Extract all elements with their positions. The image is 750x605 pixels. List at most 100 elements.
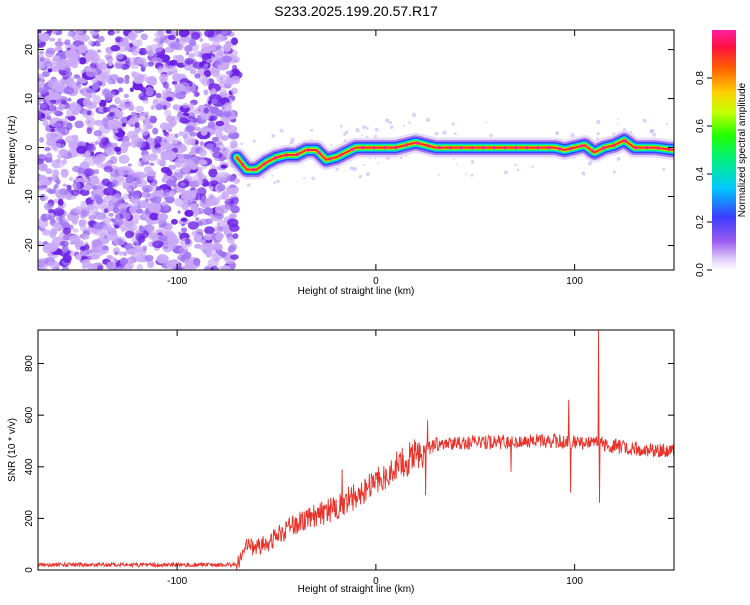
- noise-point: [57, 205, 64, 210]
- y-tick-label: 20: [24, 44, 35, 56]
- ridge-peak: [612, 143, 617, 147]
- ridge-peak: [241, 163, 245, 167]
- noise-point: [201, 46, 212, 54]
- noise-point: [142, 122, 153, 130]
- noise-point: [106, 255, 114, 260]
- noise-point: [189, 131, 197, 137]
- ridge-peak: [252, 168, 256, 172]
- noise-point: [78, 219, 87, 227]
- noise-point: [47, 68, 53, 73]
- noise-point: [104, 54, 113, 60]
- noise-point: [215, 109, 224, 117]
- noise-point: [54, 41, 64, 47]
- noise-point: [58, 188, 70, 196]
- noise-point: [456, 163, 458, 166]
- noise-point: [194, 192, 203, 201]
- noise-point: [617, 122, 619, 125]
- noise-point: [68, 176, 74, 182]
- noise-point: [108, 111, 115, 117]
- noise-point: [135, 105, 145, 113]
- noise-point: [489, 133, 493, 138]
- noise-point: [131, 190, 141, 199]
- noise-point: [115, 259, 118, 263]
- noise-point: [212, 69, 220, 78]
- noise-point: [138, 225, 145, 233]
- noise-point: [93, 168, 100, 175]
- noise-point: [232, 233, 239, 240]
- noise-point: [41, 267, 48, 270]
- noise-point: [158, 235, 168, 242]
- ridge-peak: [492, 146, 496, 150]
- noise-point: [61, 245, 69, 254]
- noise-point: [85, 67, 98, 78]
- noise-point: [230, 254, 239, 260]
- noise-point: [38, 39, 42, 44]
- noise-point: [180, 227, 188, 233]
- noise-point: [110, 44, 121, 52]
- snr-panel: -100 0 100 0 200 400 600 800 Height of straigh…: [7, 329, 675, 595]
- noise-point: [197, 172, 204, 178]
- noise-point: [136, 113, 141, 119]
- ridge-peak: [590, 149, 595, 153]
- noise-point: [64, 67, 72, 72]
- noise-point: [42, 229, 51, 236]
- noise-point: [186, 51, 189, 56]
- noise-point: [127, 186, 133, 192]
- noise-point: [178, 30, 190, 38]
- noise-point: [69, 103, 82, 113]
- ridge-peak: [569, 146, 573, 151]
- colorbar-tick-label: 0.6: [695, 119, 706, 133]
- noise-point: [61, 144, 65, 147]
- noise-point: [149, 115, 155, 119]
- noise-point: [516, 168, 520, 172]
- noise-point: [366, 172, 370, 177]
- noise-point: [220, 30, 232, 37]
- noise-point: [221, 55, 233, 63]
- noise-point: [200, 126, 208, 136]
- noise-point: [228, 245, 236, 253]
- noise-point: [55, 180, 60, 185]
- ridge-peak: [645, 146, 649, 150]
- noise-point: [219, 62, 228, 70]
- noise-point: [71, 134, 79, 140]
- noise-point: [612, 170, 616, 174]
- y-tick-label: 0: [24, 567, 35, 573]
- noise-point: [38, 225, 41, 230]
- noise-point: [454, 132, 457, 136]
- noise-point: [141, 191, 151, 198]
- noise-point: [38, 87, 49, 95]
- noise-point: [183, 154, 191, 160]
- noise-point: [79, 57, 87, 65]
- noise-point: [171, 80, 178, 85]
- ridge-peak: [372, 146, 376, 150]
- noise-point: [195, 178, 204, 186]
- noise-point: [361, 134, 364, 136]
- x-tick-label: -100: [167, 276, 187, 287]
- noise-point: [222, 43, 232, 53]
- noise-point: [188, 52, 195, 58]
- noise-point: [217, 184, 226, 192]
- noise-point: [98, 106, 105, 113]
- colorbar-tick-label: 0.2: [695, 215, 706, 229]
- noise-point: [207, 125, 211, 129]
- ridge-peak: [514, 146, 518, 150]
- y-tick-label: 600: [24, 406, 35, 423]
- noise-point: [46, 30, 53, 34]
- snr-x-ticks: -100 0 100: [167, 330, 583, 587]
- noise-point: [198, 148, 207, 157]
- noise-point: [155, 186, 162, 192]
- noise-point: [437, 174, 440, 177]
- colorbar-tick-label: 0.4: [695, 167, 706, 181]
- colorbar-gradient: [712, 30, 736, 270]
- noise-point: [142, 247, 147, 252]
- noise-point: [136, 39, 143, 47]
- noise-point: [114, 251, 119, 256]
- noise-point: [150, 104, 155, 110]
- noise-point: [187, 221, 199, 230]
- noise-point: [252, 139, 256, 143]
- noise-point: [187, 102, 195, 110]
- y-tick-label: 0: [24, 144, 35, 150]
- noise-point: [163, 224, 173, 231]
- noise-point: [60, 99, 67, 105]
- noise-point: [192, 61, 204, 69]
